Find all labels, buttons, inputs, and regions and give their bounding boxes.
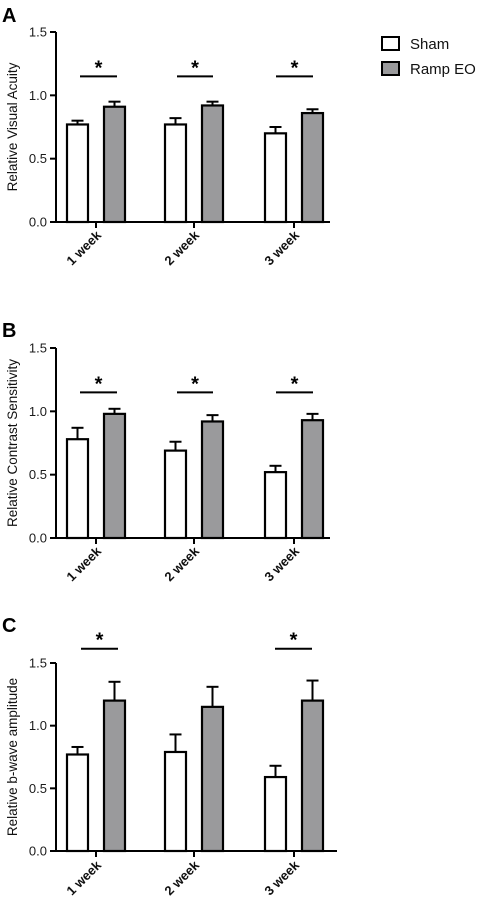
panel-label: C [2, 615, 16, 637]
bar-sham [263, 132, 288, 224]
bar-ramp-eo [102, 412, 127, 540]
y-tick-label: 0.5 [29, 151, 47, 166]
bar-sham [263, 775, 288, 853]
panel-c: C 0.0 0.5 1.0 1.5 Relative b-wave amplitude 1 … [2, 615, 337, 898]
legend: Sham Ramp EO [381, 36, 476, 78]
panel-label: B [2, 320, 16, 342]
significance-star: * [191, 57, 199, 79]
y-axis-title: Relative Visual Acuity [5, 62, 20, 191]
significance-star: * [95, 57, 103, 79]
bar-sham [65, 123, 90, 224]
legend-label-ramp: Ramp EO [410, 61, 476, 78]
bar-sham [263, 471, 288, 540]
y-tick-label: 0.5 [29, 781, 47, 796]
legend-swatch-ramp [381, 61, 400, 76]
legend-label-sham: Sham [410, 36, 449, 53]
bar-sham [163, 123, 188, 224]
panel-a: A 0.0 0.5 1.0 1.5 Relative Visual Acuity 1 wee… [2, 5, 330, 268]
x-tick-label: 3 week [261, 227, 302, 268]
panel-label: A [2, 5, 16, 27]
panel-b: B 0.0 0.5 1.0 1.5 Relative Contrast Sensitivi… [2, 320, 330, 584]
bar-ramp-eo [200, 104, 225, 224]
y-tick-label: 0.0 [29, 215, 47, 230]
y-tick-label: 1.5 [29, 341, 47, 356]
bar-sham [65, 753, 90, 853]
y-tick-label: 1.5 [29, 656, 47, 671]
significance-star: * [290, 630, 298, 652]
x-tick-label: 1 week [63, 543, 104, 584]
y-tick-label: 1.0 [29, 404, 47, 419]
y-tick-label: 0.5 [29, 467, 47, 482]
bar-ramp-eo [300, 699, 325, 853]
significance-star: * [191, 373, 199, 395]
bar-ramp-eo [300, 419, 325, 540]
bar-ramp-eo [200, 420, 225, 540]
x-tick-label: 2 week [161, 543, 202, 584]
x-tick-label: 2 week [161, 857, 202, 898]
bar-ramp-eo [102, 105, 127, 224]
significance-star: * [291, 373, 299, 395]
y-tick-label: 0.0 [29, 531, 47, 546]
bar-ramp-eo [300, 111, 325, 224]
bar-sham [163, 750, 188, 853]
x-tick-label: 2 week [161, 227, 202, 268]
y-tick-label: 1.0 [29, 718, 47, 733]
y-axis-title: Relative b-wave amplitude [5, 678, 20, 836]
bar-ramp-eo [102, 699, 127, 853]
y-tick-label: 1.0 [29, 88, 47, 103]
legend-swatch-sham [381, 36, 400, 51]
bar-sham [163, 449, 188, 540]
y-axis-title: Relative Contrast Sensitivity [5, 359, 20, 527]
x-tick-label: 3 week [261, 543, 302, 584]
significance-star: * [95, 373, 103, 395]
x-tick-label: 1 week [63, 857, 104, 898]
significance-star: * [291, 57, 299, 79]
significance-star: * [96, 630, 104, 652]
bar-ramp-eo [200, 705, 225, 853]
x-tick-label: 3 week [261, 857, 302, 898]
y-tick-label: 0.0 [29, 844, 47, 859]
bar-sham [65, 438, 90, 540]
x-tick-label: 1 week [63, 227, 104, 268]
y-tick-label: 1.5 [29, 25, 47, 40]
panels: A 0.0 0.5 1.0 1.5 Relative Visual Acuity 1 wee… [2, 5, 337, 898]
